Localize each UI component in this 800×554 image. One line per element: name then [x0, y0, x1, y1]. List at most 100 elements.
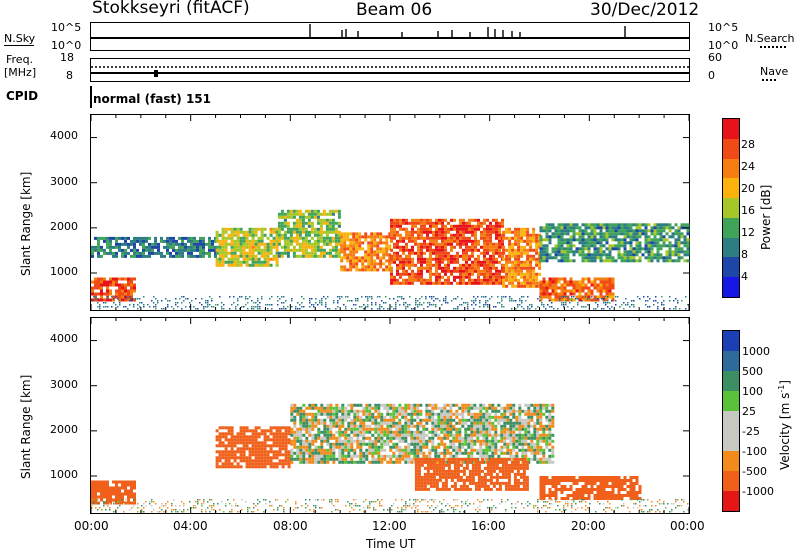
velocity-y-axis-label: Slant Range [km] — [19, 374, 33, 479]
power-colorbar-swatch-8 — [723, 277, 739, 298]
power-cbar-tick-28: 28 — [741, 138, 755, 151]
nsky-underline — [4, 45, 34, 46]
freq-tick-low: 8 — [66, 69, 73, 82]
freq-tick-high: 18 — [60, 51, 74, 64]
cpid-label: CPID — [6, 89, 39, 103]
power-cbar-tick-4: 4 — [741, 270, 748, 283]
velocity-ytick-3000: 3000 — [50, 378, 78, 391]
xtick-1200: 12:00 — [372, 519, 407, 533]
velocity-region-4 — [539, 476, 642, 500]
velocity-colorbar-label: Velocity [m s-1] — [777, 380, 792, 470]
velocity-cbar-tick-neg1000: -1000 — [742, 485, 774, 498]
nave-tick-low: 0 — [708, 69, 715, 82]
velocity-cbar-label-main: Velocity [m s — [778, 392, 792, 470]
velocity-colorbar-swatch-0 — [723, 331, 739, 351]
velocity-axis-ticks — [90, 318, 690, 513]
power-region-4 — [340, 232, 392, 272]
beam-title: Beam 06 — [356, 0, 433, 20]
xtick-2000: 20:00 — [571, 519, 606, 533]
velocity-cbar-label-sup: -1 — [777, 384, 786, 393]
xtick-1600: 16:00 — [471, 519, 506, 533]
power-colorbar-swatch-0 — [723, 119, 739, 139]
power-region-7 — [539, 277, 615, 302]
power-ytick-3000: 3000 — [50, 175, 78, 188]
power-ytick-2000: 2000 — [50, 220, 78, 233]
nave-tick-high: 60 — [708, 51, 722, 64]
power-axis-ticks — [90, 115, 690, 310]
nsearch-label: N.Search — [745, 32, 795, 45]
velocity-near-range-speckle — [91, 499, 689, 513]
nsearch-tick-high: 10^5 — [708, 21, 739, 34]
velocity-colorbar-swatch-3 — [723, 391, 739, 411]
velocity-colorbar-swatch-1 — [723, 351, 739, 371]
power-colorbar-swatch-4 — [723, 198, 739, 218]
power-colorbar-swatch-5 — [723, 217, 739, 238]
power-cbar-tick-24: 24 — [741, 160, 755, 173]
power-region-8 — [539, 223, 690, 263]
power-region-3 — [277, 209, 341, 258]
power-ytick-1000: 1000 — [50, 265, 78, 278]
power-cbar-tick-20: 20 — [741, 182, 755, 195]
freq-panel-frame — [90, 58, 690, 82]
velocity-region-1 — [215, 426, 291, 469]
nsearch-tick-low: 10^0 — [708, 39, 739, 52]
nsearch-dotted-key — [760, 46, 786, 48]
velocity-ytick-1000: 1000 — [50, 468, 78, 481]
nsky-tick-high: 10^5 — [51, 21, 82, 34]
velocity-ytick-4000: 4000 — [50, 332, 78, 345]
velocity-cbar-tick-25: 25 — [742, 405, 756, 418]
station-title: Stokkseyri (fitACF) — [92, 0, 250, 18]
velocity-region-0 — [91, 480, 136, 505]
velocity-cbar-tick-neg100: -100 — [742, 445, 767, 458]
cpid-marker — [90, 86, 92, 108]
power-colorbar-swatch-6 — [723, 237, 739, 258]
velocity-colorbar-swatch-5 — [723, 431, 739, 451]
velocity-colorbar-swatch-4 — [723, 411, 739, 431]
velocity-cbar-tick-neg500: -500 — [742, 465, 767, 478]
velocity-colorbar-swatch-6 — [723, 451, 739, 471]
power-ytick-4000: 4000 — [50, 129, 78, 142]
power-cbar-tick-8: 8 — [741, 248, 748, 261]
velocity-cbar-tick-neg25: -25 — [742, 425, 760, 438]
velocity-region-2 — [290, 403, 555, 464]
velocity-cbar-tick-1000: 1000 — [742, 345, 770, 358]
power-colorbar-swatch-7 — [723, 257, 739, 278]
power-region-5 — [390, 218, 504, 285]
velocity-colorbar — [722, 330, 740, 512]
velocity-cbar-label-end: ] — [778, 380, 792, 385]
xtick-2400: 00:00 — [670, 519, 705, 533]
power-near-range-speckle — [93, 296, 689, 310]
power-region-6 — [502, 227, 542, 288]
date-title: 30/Dec/2012 — [590, 0, 700, 20]
power-cbar-tick-16: 16 — [741, 204, 755, 217]
velocity-cbar-tick-100: 100 — [742, 385, 763, 398]
velocity-panel-frame — [90, 317, 690, 514]
freq-label-line1: Freq. — [6, 53, 34, 66]
power-region-1 — [91, 236, 217, 258]
nave-dotted-key — [762, 79, 776, 81]
power-colorbar-swatch-1 — [723, 138, 739, 159]
velocity-cbar-tick-500: 500 — [742, 365, 763, 378]
velocity-colorbar-swatch-2 — [723, 371, 739, 391]
power-cbar-tick-12: 12 — [741, 226, 755, 239]
power-region-2 — [215, 227, 279, 267]
power-colorbar-swatch-3 — [723, 178, 739, 199]
power-colorbar — [722, 118, 740, 298]
nsky-panel-frame — [90, 22, 690, 51]
xtick-0400: 04:00 — [173, 519, 208, 533]
velocity-region-3 — [414, 457, 529, 491]
velocity-colorbar-swatch-7 — [723, 471, 739, 491]
freq-label-line2: [MHz] — [4, 66, 37, 79]
velocity-ytick-2000: 2000 — [50, 423, 78, 436]
xtick-0800: 08:00 — [273, 519, 308, 533]
nsky-label: N.Sky — [4, 32, 36, 45]
x-axis-label: Time UT — [366, 537, 416, 551]
cpid-value: normal (fast) 151 — [93, 92, 211, 106]
nsky-tick-low: 10^0 — [51, 39, 82, 52]
power-panel-frame — [90, 114, 690, 311]
nave-label: Nave — [760, 65, 789, 78]
power-colorbar-swatch-2 — [723, 158, 739, 179]
